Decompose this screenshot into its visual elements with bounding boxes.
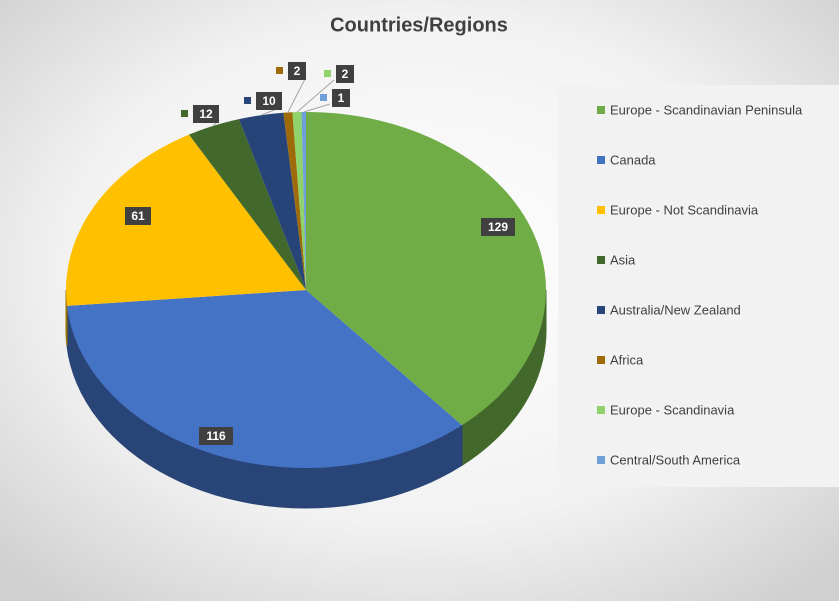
legend-swatch (597, 256, 605, 264)
label-key (320, 94, 327, 101)
label-box (256, 92, 282, 110)
slice (301, 112, 306, 290)
slice (292, 112, 306, 291)
legend-label: Africa (610, 352, 644, 367)
label-box (481, 218, 515, 236)
data-label: 116 (206, 429, 226, 443)
data-label: 129 (488, 220, 508, 234)
slice (66, 290, 462, 469)
data-label: 1 (338, 91, 345, 105)
leader-line (303, 103, 331, 113)
leader-line (287, 76, 307, 113)
legend-label: Asia (610, 252, 636, 267)
data-label: 2 (342, 67, 349, 81)
legend-swatch (597, 306, 605, 314)
chart-title: Countries/Regions (330, 14, 508, 36)
legend-swatch (597, 206, 605, 214)
label-box (125, 207, 151, 225)
label-key (181, 110, 188, 117)
legend-label: Australia/New Zealand (610, 302, 741, 317)
slice (66, 134, 306, 306)
data-label: 61 (131, 209, 145, 223)
legend-label: Europe - Scandinavia (610, 402, 735, 417)
data-label: 2 (294, 64, 301, 78)
label-box (332, 89, 350, 107)
label-box (288, 62, 306, 80)
legend-swatch (597, 156, 605, 164)
label-box (336, 65, 354, 83)
data-label: 10 (262, 94, 276, 108)
slice (283, 112, 306, 290)
slice (306, 112, 546, 426)
data-label: 12 (199, 107, 213, 121)
legend-label: Europe - Scandinavian Peninsula (610, 102, 803, 117)
label-box (199, 427, 233, 445)
legend-box (558, 85, 839, 487)
leader-line (296, 79, 335, 113)
slice (238, 112, 306, 290)
legend-label: Central/South America (610, 452, 741, 467)
label-key (276, 67, 283, 74)
legend-swatch (597, 356, 605, 364)
legend-swatch (597, 456, 605, 464)
legend-swatch (597, 106, 605, 114)
label-box (193, 105, 219, 123)
legend-swatch (597, 406, 605, 414)
slice (188, 119, 306, 290)
label-key (324, 70, 331, 77)
legend-label: Canada (610, 152, 656, 167)
label-key (244, 97, 251, 104)
legend-label: Europe - Not Scandinavia (610, 202, 759, 217)
